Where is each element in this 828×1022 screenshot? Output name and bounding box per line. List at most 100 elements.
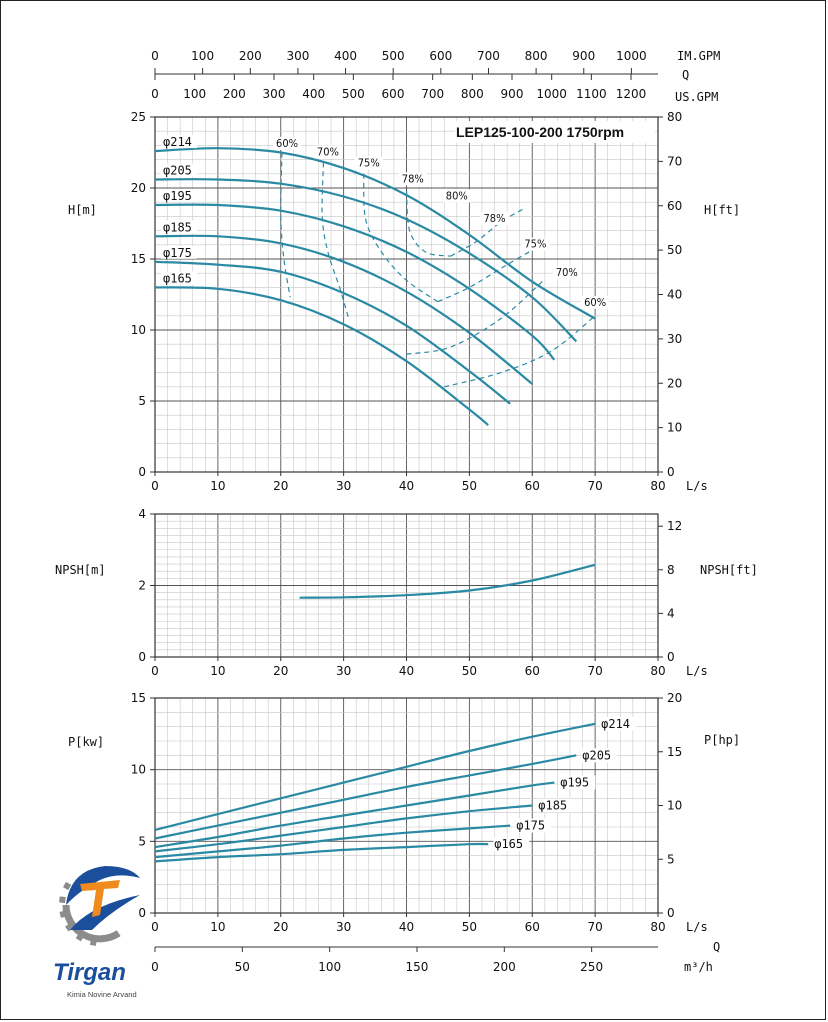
y-tick-label: 5: [138, 834, 146, 848]
top-axes: 0 100 200 300 400 500 600 700 800 900 1000 0 100 200 3…: [151, 49, 720, 104]
series-label: φ185: [538, 799, 567, 813]
x-tick-label: 70: [587, 479, 602, 493]
series-label-bg: [161, 220, 197, 234]
gear-tooth: [75, 933, 84, 942]
us-gpm-tick-label: 900: [501, 87, 524, 101]
x-tick-label: 50: [462, 920, 477, 934]
efficiency-line: [406, 279, 544, 355]
efficiency-label: 78%: [484, 212, 506, 225]
y-axis-label-right: NPSH[ft]: [700, 563, 758, 577]
im-gpm-tick-label: 400: [334, 49, 357, 63]
brand-name: Tirgan: [53, 959, 126, 986]
us-gpm-tick-label: 300: [263, 87, 286, 101]
us-gpm-tick-label: 0: [151, 87, 159, 101]
m3h-tick-label: 100: [318, 960, 341, 974]
y-axis-label: P[kw]: [68, 735, 104, 749]
y-tick-label: 2: [138, 579, 146, 593]
us-gpm-tick-label: 100: [183, 87, 206, 101]
efficiency-label-bg: [313, 145, 342, 159]
x-tick-label: 10: [210, 664, 225, 678]
x-axis-label: L/s: [686, 664, 708, 678]
x-tick-label: 70: [587, 920, 602, 934]
series-label: φ165: [163, 271, 192, 285]
im-gpm-tick-label: 500: [382, 49, 405, 63]
y-tick-label: 10: [131, 323, 146, 337]
us-gpm-tick-label: 600: [382, 87, 405, 101]
series-label: φ175: [516, 819, 545, 833]
y-right-tick-label: 40: [667, 288, 682, 302]
efficiency-label-bg: [354, 156, 383, 170]
efficiency-line: [321, 162, 350, 319]
us-gpm-tick-label: 1100: [576, 87, 607, 101]
x-tick-label: 30: [336, 479, 351, 493]
efficiency-label: 70%: [317, 145, 339, 158]
series-line: [154, 178, 578, 343]
m3h-tick-label: 50: [235, 960, 250, 974]
series-line: [154, 824, 511, 859]
brand-tagline: Kimia Novine Arvand: [67, 990, 137, 999]
series-label: φ195: [163, 189, 192, 203]
im-gpm-tick-label: 200: [239, 49, 262, 63]
series-label: φ165: [494, 837, 523, 851]
x-tick-label: 40: [399, 479, 414, 493]
y-right-tick-label: 0: [667, 465, 675, 479]
us-gpm-tick-label: 1000: [536, 87, 567, 101]
y-right-tick-label: 5: [667, 852, 675, 866]
chart-title: LEP125-100-200 1750rpm: [456, 124, 624, 140]
series-line: [154, 722, 596, 831]
m3h-tick-label: 150: [406, 960, 429, 974]
y-right-tick-label: 4: [667, 606, 675, 620]
series-label: φ205: [582, 748, 611, 762]
m3h-tick-label: 250: [580, 960, 603, 974]
x-tick-label: 50: [462, 479, 477, 493]
series-label: φ195: [560, 776, 589, 790]
orange-t-mark: [80, 880, 120, 917]
x-axis-label: L/s: [686, 920, 708, 934]
series-line: [154, 804, 533, 853]
efficiency-label: 60%: [276, 137, 298, 150]
y-tick-label: 15: [131, 691, 146, 705]
y-tick-label: 0: [138, 906, 146, 920]
x-tick-label: 0: [151, 920, 159, 934]
im-gpm-tick-label: 300: [286, 49, 309, 63]
series-line: [154, 260, 511, 405]
x-tick-label: 10: [210, 479, 225, 493]
y-right-tick-label: 20: [667, 691, 682, 705]
y-right-tick-label: 15: [667, 745, 682, 759]
series-line: [299, 563, 596, 599]
efficiency-label-bg: [581, 295, 610, 309]
x-tick-label: 80: [650, 479, 665, 493]
x-tick-label: 10: [210, 920, 225, 934]
x-tick-label: 70: [587, 664, 602, 678]
y-tick-label: 0: [138, 650, 146, 664]
gear-tooth: [89, 938, 97, 946]
us-gpm-tick-label: 700: [421, 87, 444, 101]
y-tick-label: 4: [138, 507, 146, 521]
grid: [154, 697, 659, 914]
series-label: φ175: [163, 246, 192, 260]
efficiency-label: 78%: [402, 172, 424, 185]
x-tick-label: 60: [525, 664, 540, 678]
x-tick-label: 20: [273, 664, 288, 678]
swoosh-top: [66, 866, 140, 905]
x-tick-label: 60: [525, 920, 540, 934]
us-gpm-tick-label: 400: [302, 87, 325, 101]
efficiency-label-bg: [273, 136, 302, 150]
efficiency-label: 75%: [358, 157, 380, 170]
series-label-bg: [581, 748, 618, 763]
bottom-m3h-axis: 0 50 100 150 200 250 Qm³/h: [151, 940, 720, 974]
x-tick-label: 80: [650, 920, 665, 934]
gear-icon: [58, 881, 121, 946]
series-line: [154, 842, 489, 863]
series-line: [154, 286, 489, 426]
efficiency-line: [405, 190, 451, 257]
x-tick-label: 30: [336, 664, 351, 678]
efficiency-label-bg: [480, 212, 509, 226]
im-gpm-tick-label: 900: [572, 49, 595, 63]
series-label-bg: [161, 245, 197, 259]
y-right-tick-label: 10: [667, 421, 682, 435]
us-gpm-tick-label: 1200: [616, 87, 647, 101]
gear-tooth: [62, 881, 72, 891]
us-gpm-tick-label: 200: [223, 87, 246, 101]
